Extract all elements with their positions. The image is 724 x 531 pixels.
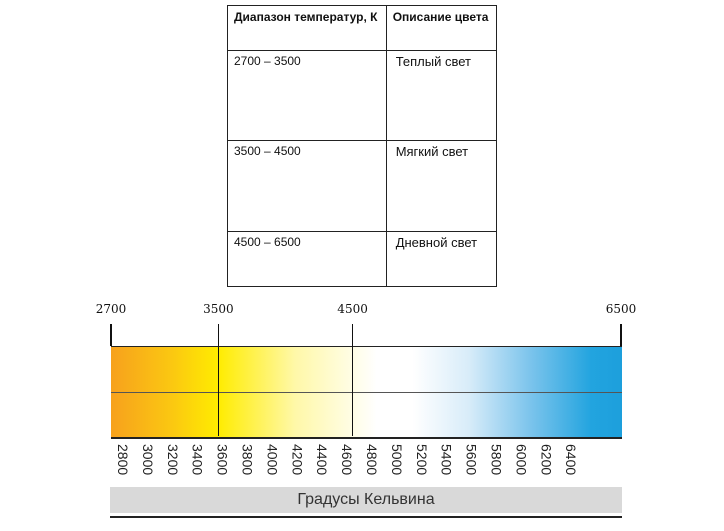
- row-range: 2700 – 3500: [227, 50, 387, 141]
- tick-label: 6400: [563, 444, 580, 476]
- marker-line: [620, 324, 622, 346]
- tick-label: 4400: [314, 444, 331, 476]
- tick-label: 5600: [463, 444, 480, 476]
- gradient-midline: [111, 392, 622, 393]
- tick-label: 4000: [264, 444, 281, 476]
- tick-label: 3600: [214, 444, 231, 476]
- header-range: Диапазон температур, К: [227, 5, 387, 51]
- marker-label: 2700: [95, 302, 127, 316]
- tick-label: 5200: [413, 444, 430, 476]
- tick-label: 3000: [139, 444, 156, 476]
- row-description: Теплый свет: [385, 50, 498, 141]
- tick-label: 6200: [538, 444, 555, 476]
- marker-line: [351, 324, 354, 436]
- bottom-rule: [110, 516, 622, 518]
- header-description: Описание цвета: [385, 5, 498, 51]
- tick-label: 4800: [364, 444, 380, 476]
- row-description: Дневной свет: [385, 231, 498, 287]
- tick-label: 4600: [339, 444, 356, 476]
- tick-label: 2800: [115, 444, 131, 476]
- color-temperature-table: Диапазон температур, К Описание цвета 270…: [227, 5, 498, 287]
- row-description: Мягкий свет: [385, 140, 498, 232]
- tick-label: 5000: [388, 444, 405, 476]
- scale-caption: Градусы Кельвина: [110, 487, 622, 513]
- tick-label: 4200: [289, 444, 306, 476]
- tick-label: 3800: [239, 444, 256, 476]
- marker-label: 4500: [337, 302, 368, 316]
- tick-label: 5800: [488, 444, 505, 476]
- marker-label: 3500: [203, 302, 234, 316]
- marker-line: [110, 324, 112, 346]
- tick-label: 6000: [513, 444, 530, 476]
- marker-line: [217, 324, 220, 436]
- tick-label: 5400: [438, 444, 455, 476]
- marker-label: 6500: [605, 302, 637, 316]
- row-range: 4500 – 6500: [227, 231, 387, 287]
- row-range: 3500 – 4500: [227, 140, 387, 232]
- tick-label: 3200: [164, 444, 181, 476]
- tick-label: 3400: [189, 444, 206, 476]
